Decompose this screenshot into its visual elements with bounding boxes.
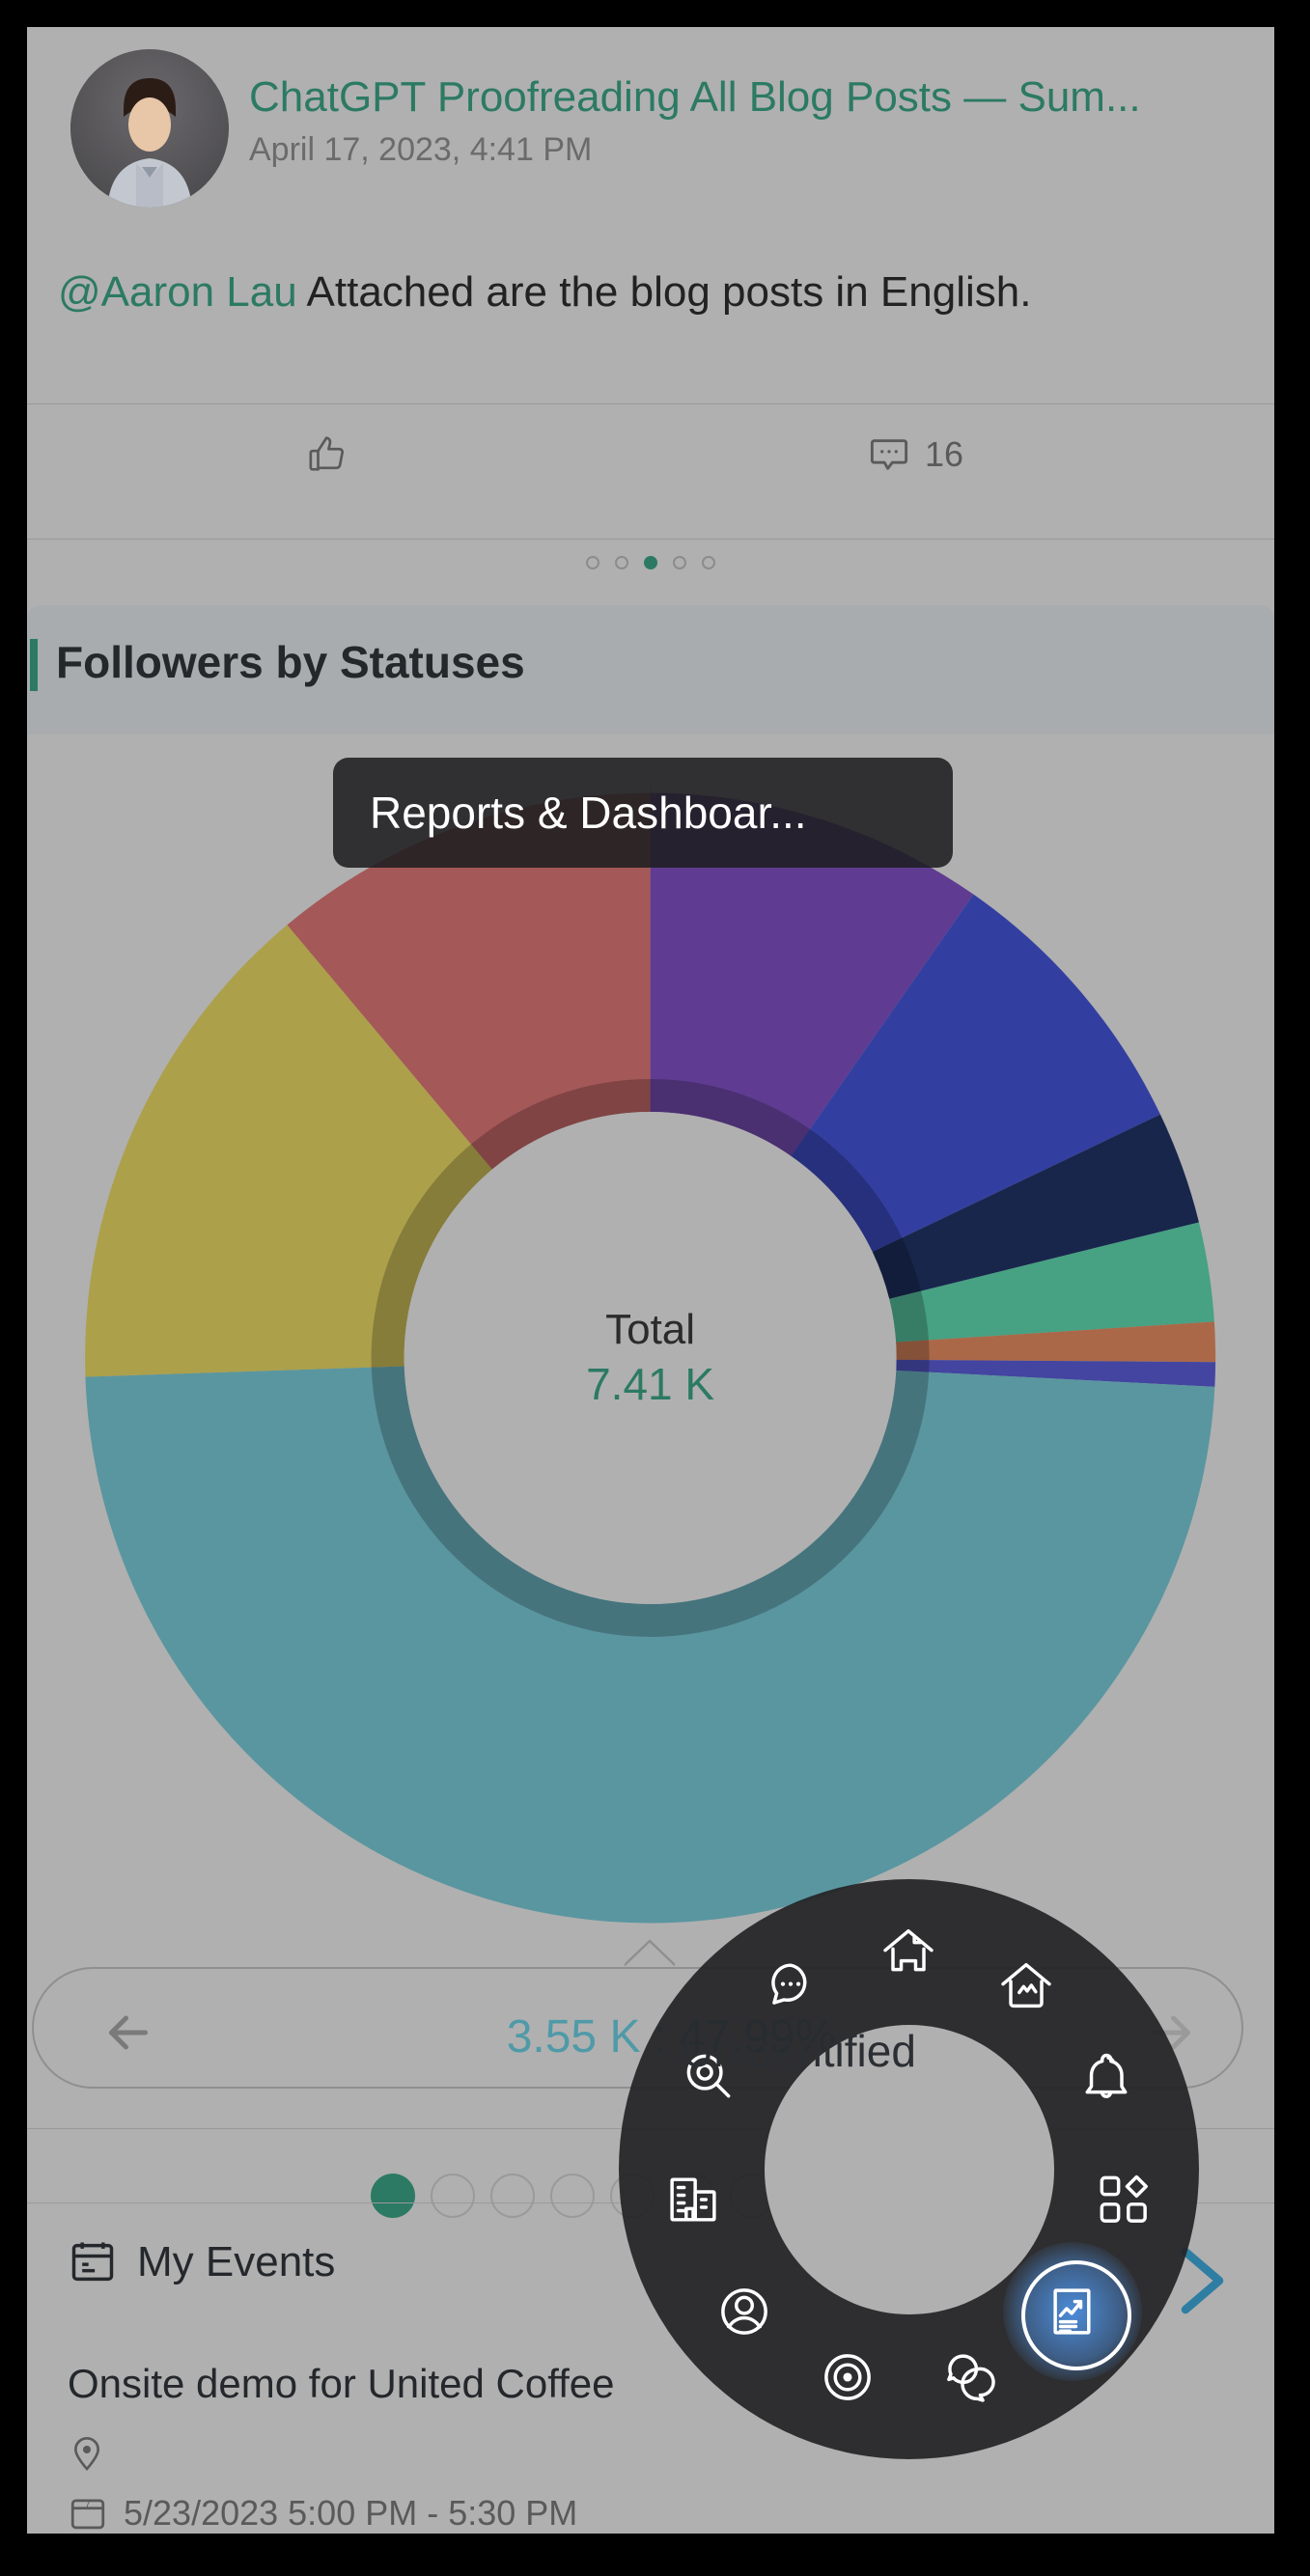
svg-text:7: 7 xyxy=(85,2499,91,2510)
